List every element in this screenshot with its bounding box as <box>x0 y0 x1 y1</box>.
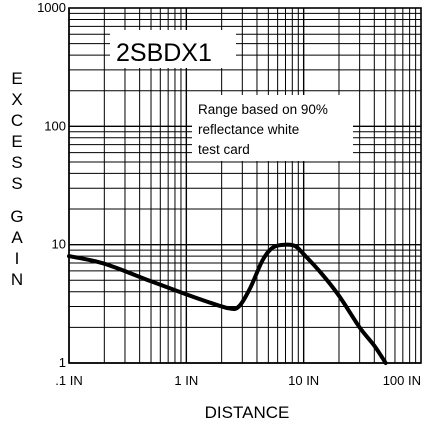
y-axis-title-letter: N <box>11 270 23 289</box>
y-axis-title-letter: A <box>11 228 23 247</box>
annotation-box: Range based on 90% reflectance white tes… <box>192 95 353 161</box>
annotation-line-3: test card <box>198 142 250 157</box>
x-tick-label: 100 IN <box>383 373 421 388</box>
y-axis-title-letter: I <box>15 249 20 268</box>
y-axis-title-letter: S <box>11 153 22 172</box>
y-axis-title-letter: E <box>11 132 22 151</box>
y-tick-label: 100 <box>44 118 66 133</box>
x-tick-label: .1 IN <box>55 373 82 388</box>
y-axis-title-letter: X <box>11 90 22 109</box>
excess-gain-curve <box>67 242 388 365</box>
y-axis-title-letter: E <box>11 69 22 88</box>
x-tick-label: 10 IN <box>288 373 319 388</box>
y-tick-label: 10 <box>52 237 66 252</box>
annotation-line-2: reflectance white <box>198 122 299 137</box>
y-axis-title-letter: S <box>11 174 22 193</box>
chart-title-box: 2SBDX1 <box>110 30 236 68</box>
x-tick-labels: .1 IN 1 IN 10 IN 100 IN <box>55 373 421 388</box>
y-tick-label: 1000 <box>37 0 66 15</box>
annotation-line-1: Range based on 90% <box>198 102 328 117</box>
y-tick-label: 1 <box>59 355 66 370</box>
y-tick-labels: 1 10 100 1000 <box>37 0 66 370</box>
y-axis-title-letter: C <box>11 111 23 130</box>
chart-title: 2SBDX1 <box>116 39 212 67</box>
x-tick-label: 1 IN <box>174 373 198 388</box>
y-axis-title-letter: G <box>10 207 23 226</box>
curve-layer <box>67 242 388 365</box>
x-axis-title: DISTANCE <box>205 403 290 422</box>
plot-frame <box>68 7 422 364</box>
